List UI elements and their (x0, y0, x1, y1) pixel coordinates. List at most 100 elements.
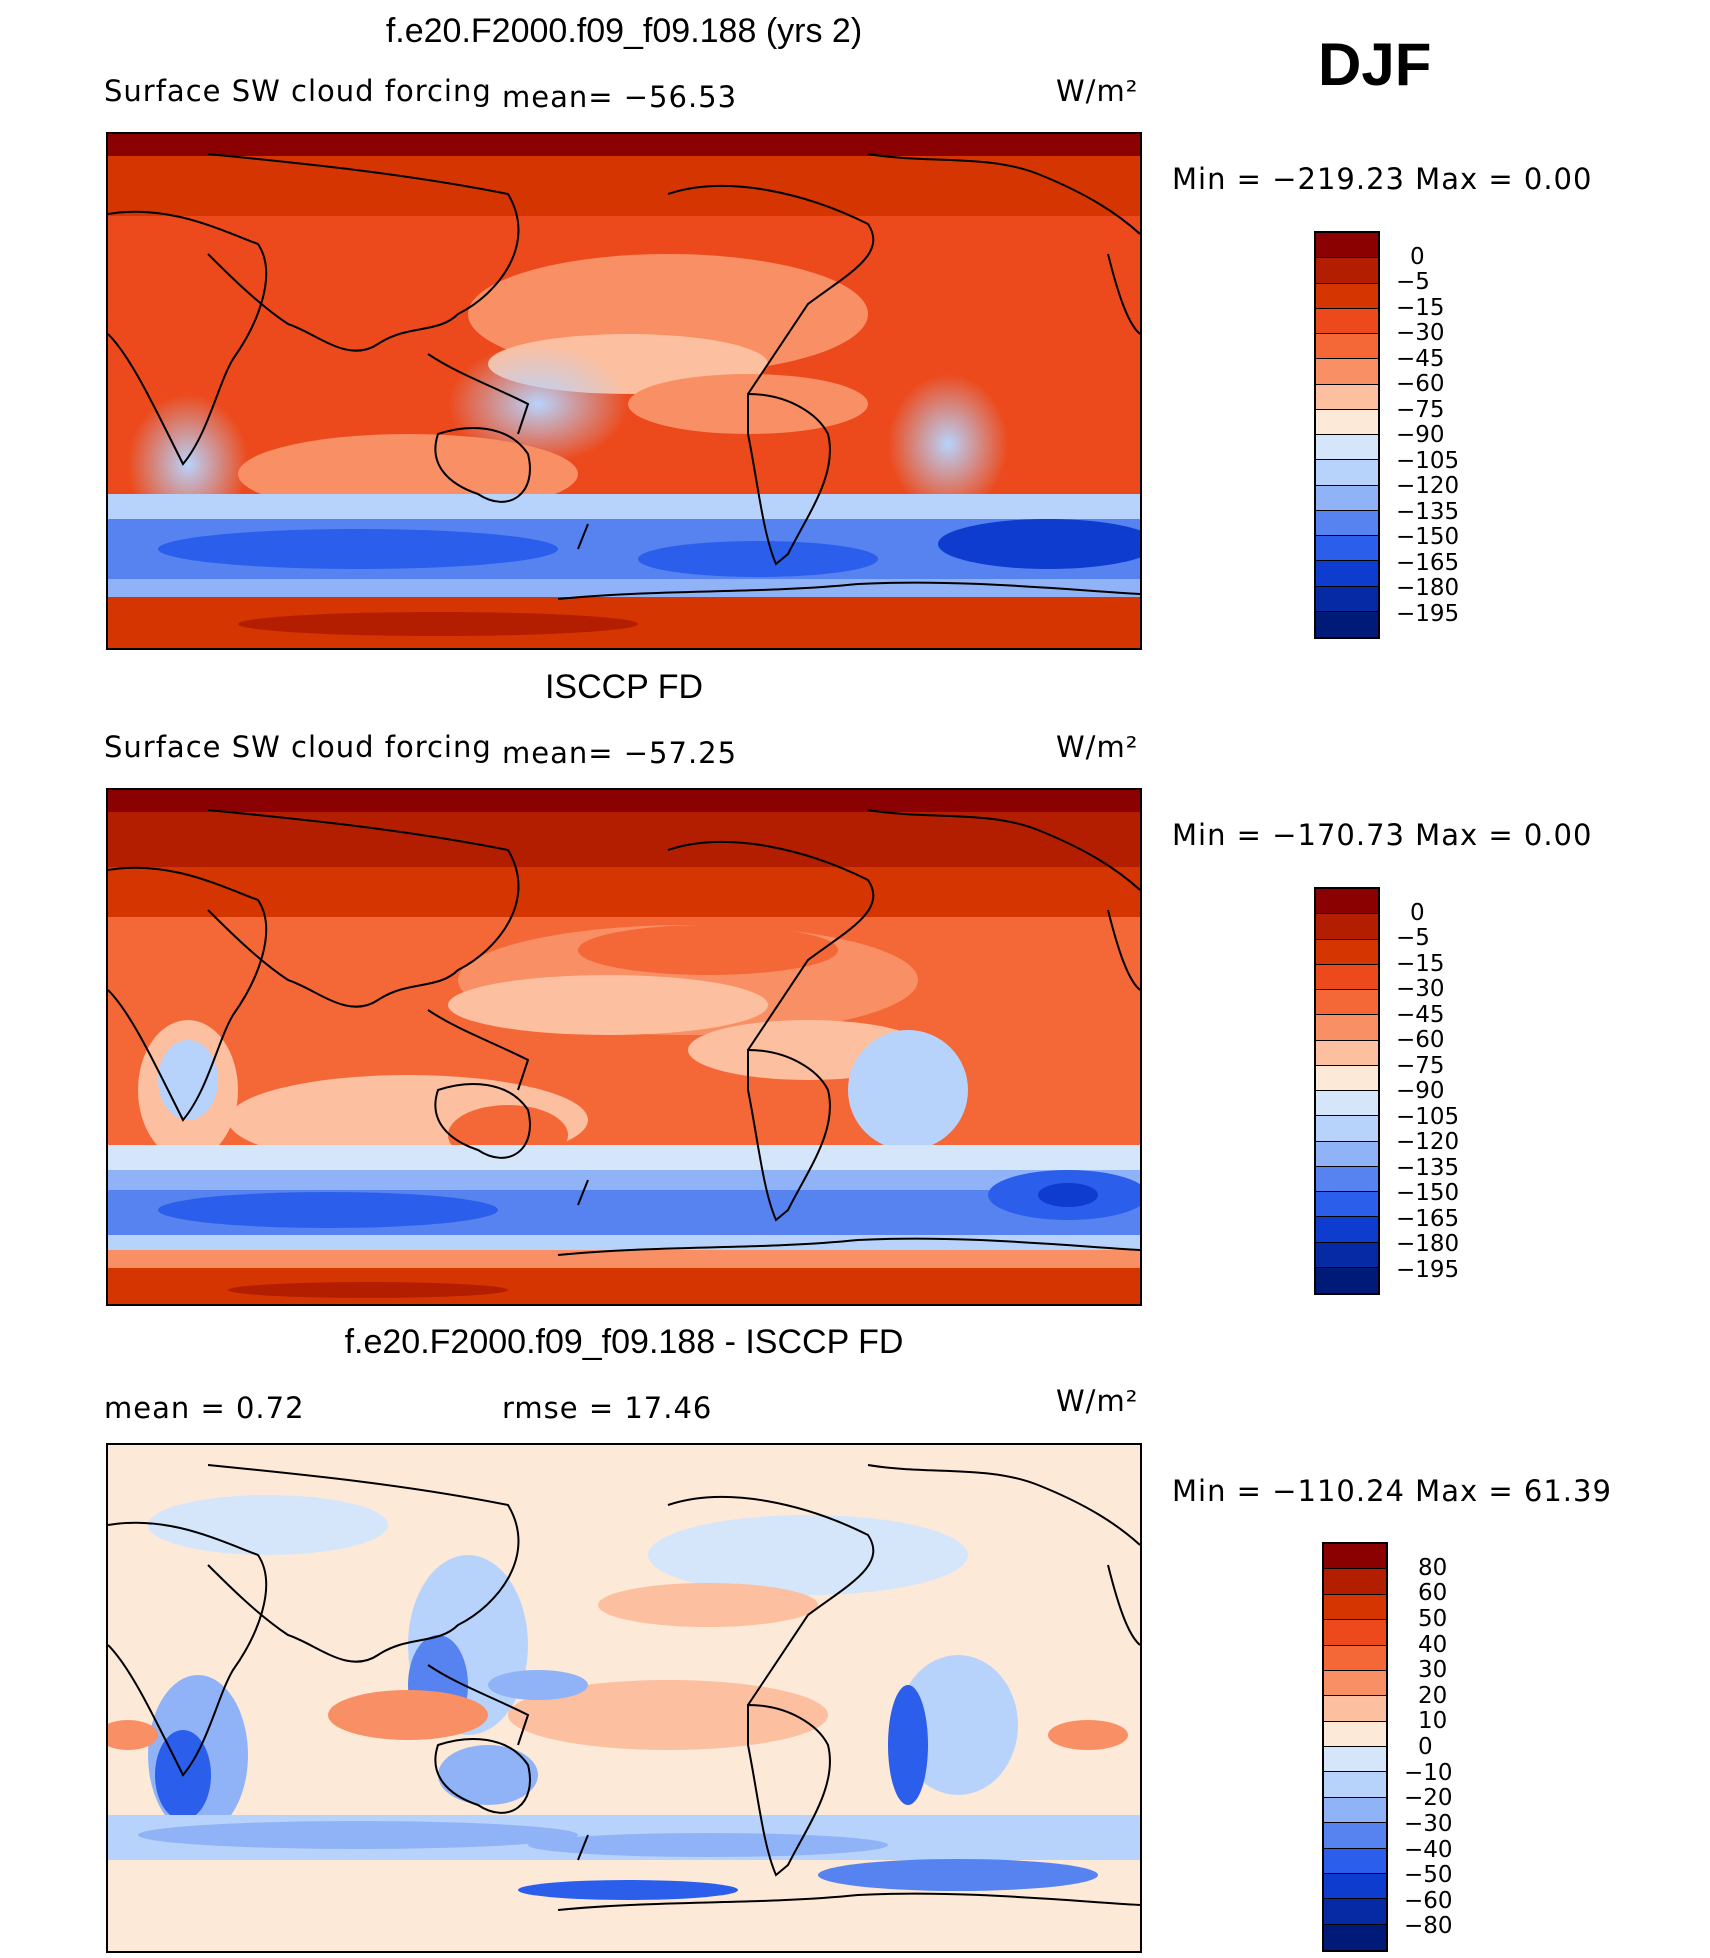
colorbar-tick-label: 60 (1418, 1580, 1448, 1607)
colorbar-tick-label: −50 (1404, 1862, 1453, 1889)
colorbar-tick-label: −80 (1404, 1913, 1453, 1940)
colorbar-swatch (1316, 258, 1378, 284)
colorbar-swatch (1324, 1569, 1386, 1595)
colorbar-swatch (1324, 1670, 1386, 1697)
colorbar-tick-label: −195 (1396, 600, 1460, 627)
colorbar-tick-label: −165 (1396, 1205, 1460, 1232)
colorbar-tick-label: 40 (1418, 1631, 1448, 1658)
panel2-variable: Surface SW cloud forcing (104, 730, 492, 764)
colorbar-swatch (1324, 1594, 1386, 1621)
colorbar-tick-label: −105 (1396, 1103, 1460, 1130)
colorbar-tick-label: 0 (1410, 243, 1425, 270)
panel1-minmax: Min = −219.23 Max = 0.00 (1172, 162, 1593, 196)
panel3-minmax: Min = −110.24 Max = 61.39 (1172, 1474, 1612, 1508)
panel2-units: W/m² (1056, 730, 1139, 764)
colorbar-swatch (1316, 1065, 1378, 1091)
colorbar-swatch (1316, 1040, 1378, 1066)
colorbar-tick-label: −105 (1396, 447, 1460, 474)
panel3-units: W/m² (1056, 1384, 1139, 1418)
season-label: DJF (1318, 31, 1432, 98)
colorbar-tick-label: −120 (1396, 1129, 1460, 1155)
colorbar-swatch (1316, 1192, 1378, 1218)
colorbar-swatch (1316, 233, 1378, 259)
colorbar-swatch (1316, 308, 1378, 334)
panel1-map-graphic (108, 134, 1140, 648)
colorbar-tick-label: 50 (1418, 1605, 1448, 1632)
colorbar-swatch (1316, 1091, 1378, 1117)
colorbar-swatch (1324, 1721, 1386, 1747)
colorbar-swatch (1316, 409, 1378, 435)
colorbar-tick-label: −5 (1396, 925, 1430, 951)
colorbar-tick-label: −30 (1396, 976, 1445, 1002)
panel1-colorbar (1314, 231, 1380, 639)
colorbar-tick-label: 0 (1410, 899, 1425, 926)
colorbar-swatch (1316, 384, 1378, 410)
colorbar-tick-label: −180 (1396, 575, 1460, 601)
colorbar-tick-label: −75 (1396, 396, 1445, 423)
panel3-map (106, 1443, 1142, 1953)
colorbar-swatch (1316, 283, 1378, 309)
colorbar-swatch (1324, 1645, 1386, 1671)
colorbar-tick-label: −90 (1396, 422, 1445, 448)
colorbar-tick-label: −20 (1404, 1785, 1453, 1812)
panel3-mean: mean = 0.72 (104, 1391, 305, 1425)
panel1-mean: mean= −56.53 (502, 80, 738, 114)
colorbar-swatch (1324, 1848, 1386, 1874)
colorbar-swatch (1316, 964, 1378, 990)
colorbar-swatch (1324, 1772, 1386, 1798)
panel2-mean: mean= −57.25 (502, 736, 738, 770)
colorbar-swatch (1316, 561, 1378, 587)
panel1-colorbar-labels: 0 −5 −15 −30 −45 −60 −75 −90 −105 −120 −135 −150 −16… (1396, 231, 1536, 639)
colorbar-tick-label: −120 (1396, 473, 1460, 499)
panel3-colorbar-labels: 80 60 50 40 30 20 10 0 −10 −20 −30 −40 −50 −60 −80 (1404, 1542, 1544, 1952)
colorbar-swatch (1316, 1267, 1378, 1293)
colorbar-swatch (1316, 536, 1378, 562)
colorbar-tick-label: −165 (1396, 549, 1460, 576)
colorbar-tick-label: 30 (1418, 1657, 1448, 1684)
colorbar-tick-label: −45 (1396, 345, 1445, 372)
panel3-rmse: rmse = 17.46 (502, 1391, 713, 1425)
colorbar-tick-label: −90 (1396, 1078, 1445, 1104)
colorbar-tick-label: −60 (1404, 1887, 1453, 1914)
colorbar-swatch (1324, 1797, 1386, 1824)
colorbar-tick-label: −195 (1396, 1256, 1460, 1283)
colorbar-swatch (1324, 1873, 1386, 1900)
colorbar-tick-label: 0 (1418, 1734, 1433, 1760)
colorbar-tick-label: −15 (1396, 950, 1445, 977)
panel2-coastlines (108, 809, 1140, 1256)
colorbar-tick-label: −135 (1396, 1154, 1460, 1181)
panel3-title: f.e20.F2000.f09_f09.188 - ISCCP FD (344, 1323, 904, 1361)
colorbar-tick-label: −60 (1396, 371, 1445, 397)
colorbar-tick-label: −150 (1396, 1180, 1460, 1206)
colorbar-swatch (1324, 1924, 1386, 1950)
colorbar-swatch (1324, 1696, 1386, 1722)
colorbar-tick-label: −10 (1404, 1759, 1453, 1786)
panel1-map (106, 132, 1142, 650)
colorbar-tick-label: −150 (1396, 524, 1460, 550)
colorbar-tick-label: −180 (1396, 1231, 1460, 1257)
panel2-minmax: Min = −170.73 Max = 0.00 (1172, 818, 1593, 852)
panel2-colorbar (1314, 887, 1380, 1295)
panel2-colorbar-labels: 0 −5 −15 −30 −45 −60 −75 −90 −105 −120 −135 −150 −16… (1396, 887, 1536, 1295)
colorbar-tick-label: −135 (1396, 498, 1460, 525)
panel3-colorbar (1322, 1542, 1388, 1952)
panel2-title: ISCCP FD (544, 668, 704, 706)
colorbar-swatch (1324, 1747, 1386, 1773)
colorbar-swatch (1316, 485, 1378, 511)
colorbar-swatch (1316, 1141, 1378, 1167)
colorbar-tick-label: −30 (1396, 320, 1445, 346)
colorbar-tick-label: 20 (1418, 1682, 1448, 1709)
colorbar-swatch (1316, 1166, 1378, 1192)
colorbar-swatch (1316, 334, 1378, 360)
panel3-coastlines (108, 1464, 1140, 1911)
colorbar-swatch (1316, 1015, 1378, 1041)
colorbar-swatch (1316, 889, 1378, 915)
panel1-title: f.e20.F2000.f09_f09.188 (yrs 2) (385, 12, 863, 50)
colorbar-tick-label: −75 (1396, 1052, 1445, 1079)
panel1-coastlines (108, 153, 1140, 600)
colorbar-tick-label: −45 (1396, 1001, 1445, 1028)
colorbar-tick-label: −5 (1396, 269, 1430, 295)
panel2-map (106, 788, 1142, 1306)
colorbar-swatch (1316, 359, 1378, 385)
colorbar-swatch (1316, 586, 1378, 612)
